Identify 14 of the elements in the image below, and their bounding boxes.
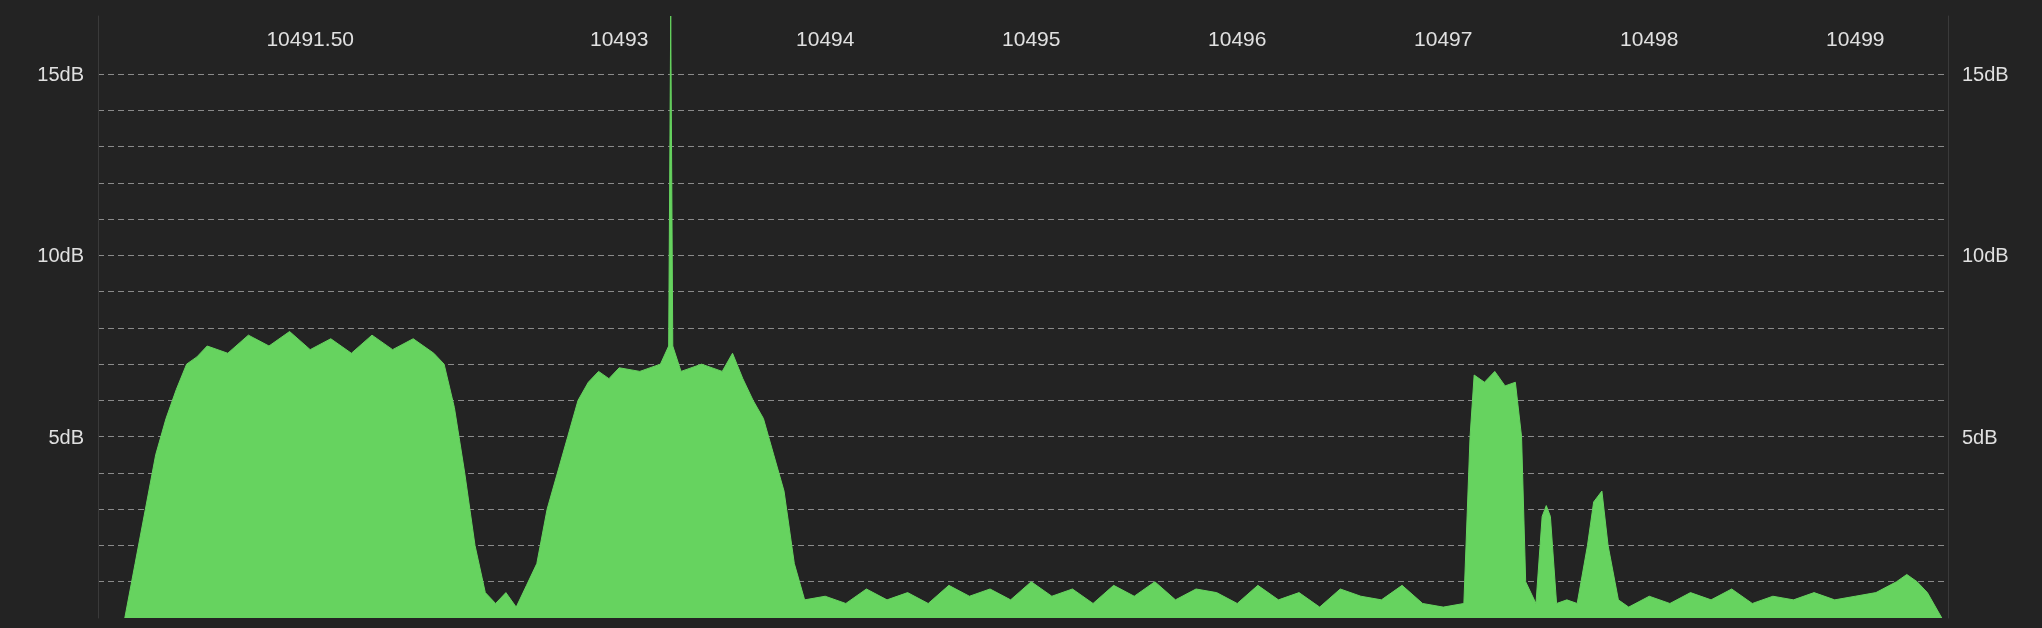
x-tick-label: 10494 — [796, 27, 855, 50]
x-tick-label: 10497 — [1414, 27, 1473, 50]
x-tick-label: 10495 — [1002, 27, 1061, 50]
y-tick-label: 10dB — [37, 244, 84, 267]
x-tick-label: 10498 — [1620, 27, 1679, 50]
y-tick-label: 15dB — [37, 63, 84, 86]
y2-tick-label: 15dB — [1962, 63, 2009, 86]
x-tick-label: 10493 — [590, 27, 649, 50]
x-tick-label: 10491.50 — [266, 27, 354, 50]
x-tick-label: 10499 — [1826, 27, 1885, 50]
y2-tick-label: 5dB — [1962, 425, 1998, 448]
x-tick-label: 10496 — [1208, 27, 1267, 50]
y-tick-label: 5dB — [48, 425, 84, 448]
y2-tick-label: 10dB — [1962, 244, 2009, 267]
